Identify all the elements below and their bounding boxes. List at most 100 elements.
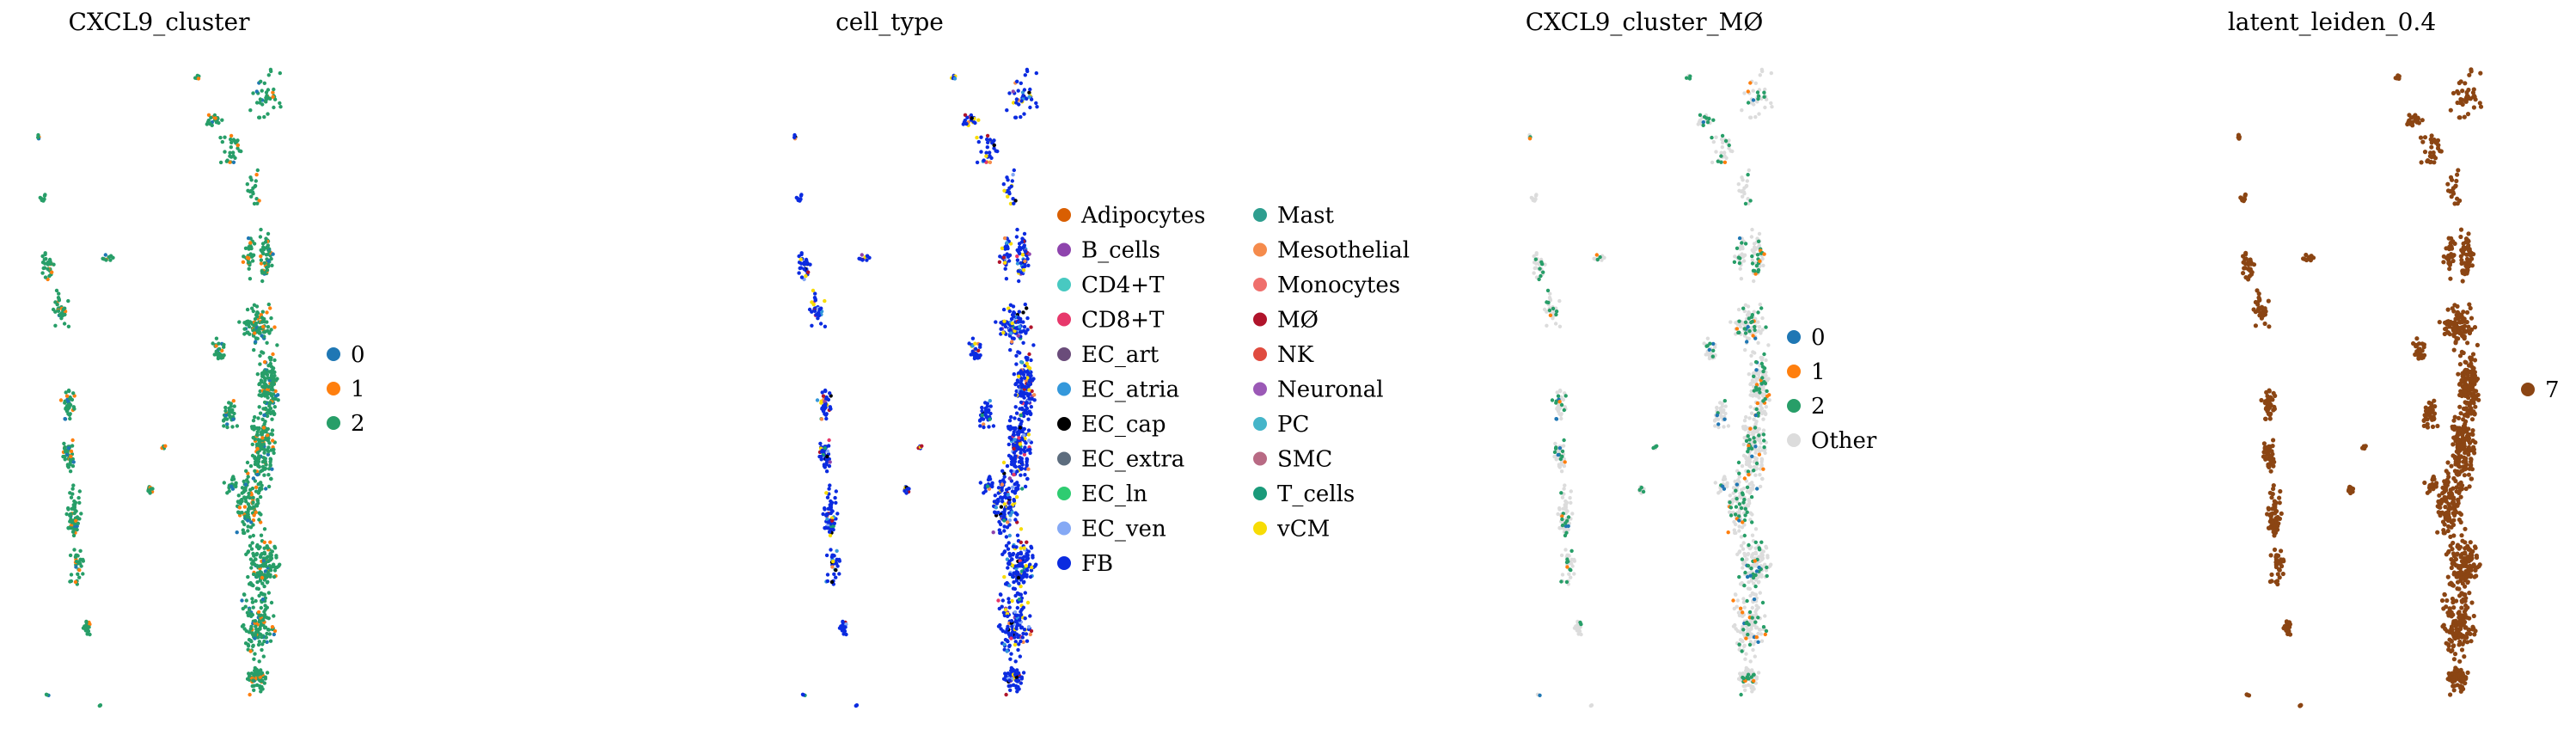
scatter-point <box>1752 279 1756 284</box>
scatter-point <box>1742 419 1747 423</box>
scatter-point <box>220 139 224 144</box>
scatter-point <box>2475 377 2481 382</box>
scatter-point <box>218 160 223 165</box>
scatter-point <box>1020 437 1025 442</box>
scatter-point <box>1564 579 1569 585</box>
scatter-point <box>260 581 265 585</box>
scatter-point <box>2461 430 2466 435</box>
scatter-point <box>1722 154 1727 158</box>
scatter-point <box>1750 512 1754 517</box>
scatter-point <box>1016 678 1021 683</box>
scatter-point <box>1754 407 1759 412</box>
scatter-point <box>53 310 58 314</box>
scatter-point <box>266 546 270 550</box>
scatter-point <box>1707 347 1712 352</box>
scatter-point <box>77 489 83 493</box>
scatter-point <box>1025 540 1029 544</box>
scatter-point <box>1027 396 1031 401</box>
scatter-point <box>1019 413 1024 418</box>
scatter-point <box>1021 631 1025 636</box>
scatter-point <box>2456 498 2461 504</box>
scatter-point <box>258 494 263 500</box>
scatter-point <box>225 158 229 162</box>
scatter-point <box>797 271 801 275</box>
scatter-point <box>999 505 1004 509</box>
panel-3-title: CXCL9_cluster_MØ <box>1526 8 1764 36</box>
scatter-point <box>828 533 833 538</box>
scatter-point <box>258 613 262 618</box>
scatter-point <box>2469 263 2475 268</box>
scatter-point <box>821 394 826 398</box>
scatter-point <box>1007 306 1011 310</box>
scatter-point <box>255 451 260 455</box>
scatter-point <box>229 402 233 406</box>
scatter-point <box>1011 173 1015 177</box>
scatter-point <box>802 267 806 272</box>
scatter-point <box>1754 394 1759 398</box>
scatter-point <box>1711 118 1716 122</box>
scatter-point <box>834 567 838 573</box>
scatter-point <box>1548 291 1552 296</box>
scatter-point <box>2453 556 2458 562</box>
scatter-point <box>2462 425 2467 431</box>
scatter-point <box>254 551 260 556</box>
scatter-point <box>267 467 272 471</box>
scatter-point <box>1013 405 1018 409</box>
scatter-point <box>1025 639 1030 643</box>
scatter-point <box>1020 253 1025 257</box>
scatter-point <box>1769 70 1773 76</box>
scatter-point <box>256 642 261 647</box>
scatter-point <box>975 160 980 165</box>
scatter-point <box>1761 417 1765 421</box>
scatter-point <box>1002 642 1007 647</box>
scatter-point <box>1754 461 1759 466</box>
scatter-point <box>1029 358 1033 363</box>
scatter-point <box>1750 258 1755 262</box>
scatter-point <box>262 81 266 86</box>
scatter-point <box>231 475 236 480</box>
scatter-point <box>1752 389 1757 393</box>
scatter-point <box>985 484 990 488</box>
scatter-point <box>1007 486 1012 491</box>
scatter-point <box>1015 227 1019 232</box>
scatter-point <box>220 118 224 122</box>
scatter-point <box>2458 512 2463 518</box>
scatter-point <box>2470 352 2476 357</box>
scatter-point <box>1010 336 1015 340</box>
scatter-point <box>68 416 72 421</box>
scatter-point <box>1026 467 1031 471</box>
scatter-point <box>1764 628 1769 634</box>
scatter-point <box>1023 302 1028 307</box>
scatter-point <box>1557 408 1561 413</box>
scatter-point <box>1759 632 1764 636</box>
scatter-point <box>1744 652 1748 656</box>
scatter-point <box>1742 583 1747 588</box>
scatter-point <box>1017 374 1021 378</box>
scatter-point <box>865 258 869 262</box>
scatter-point <box>812 309 817 313</box>
scatter-point <box>2469 467 2475 472</box>
scatter-point <box>1002 188 1007 193</box>
scatter-point <box>219 356 223 360</box>
scatter-point <box>1714 135 1718 139</box>
scatter-point <box>2475 342 2480 347</box>
scatter-point <box>265 310 269 315</box>
scatter-point <box>265 605 269 610</box>
scatter-point <box>251 309 255 314</box>
scatter-point <box>1539 260 1544 265</box>
scatter-point <box>2463 393 2468 398</box>
scatter-point <box>1737 475 1741 479</box>
scatter-point <box>231 160 236 164</box>
scatter-point <box>258 411 263 415</box>
scatter-point <box>1746 683 1751 687</box>
scatter-point <box>1002 524 1007 529</box>
scatter-point <box>2419 160 2424 165</box>
scatter-point <box>1016 371 1021 376</box>
scatter-point <box>975 352 980 357</box>
scatter-point <box>215 352 219 357</box>
scatter-point <box>1755 401 1760 406</box>
scatter-point <box>2449 463 2454 469</box>
scatter-point <box>1029 544 1033 549</box>
scatter-point <box>1758 473 1762 477</box>
scatter-point <box>266 411 270 415</box>
